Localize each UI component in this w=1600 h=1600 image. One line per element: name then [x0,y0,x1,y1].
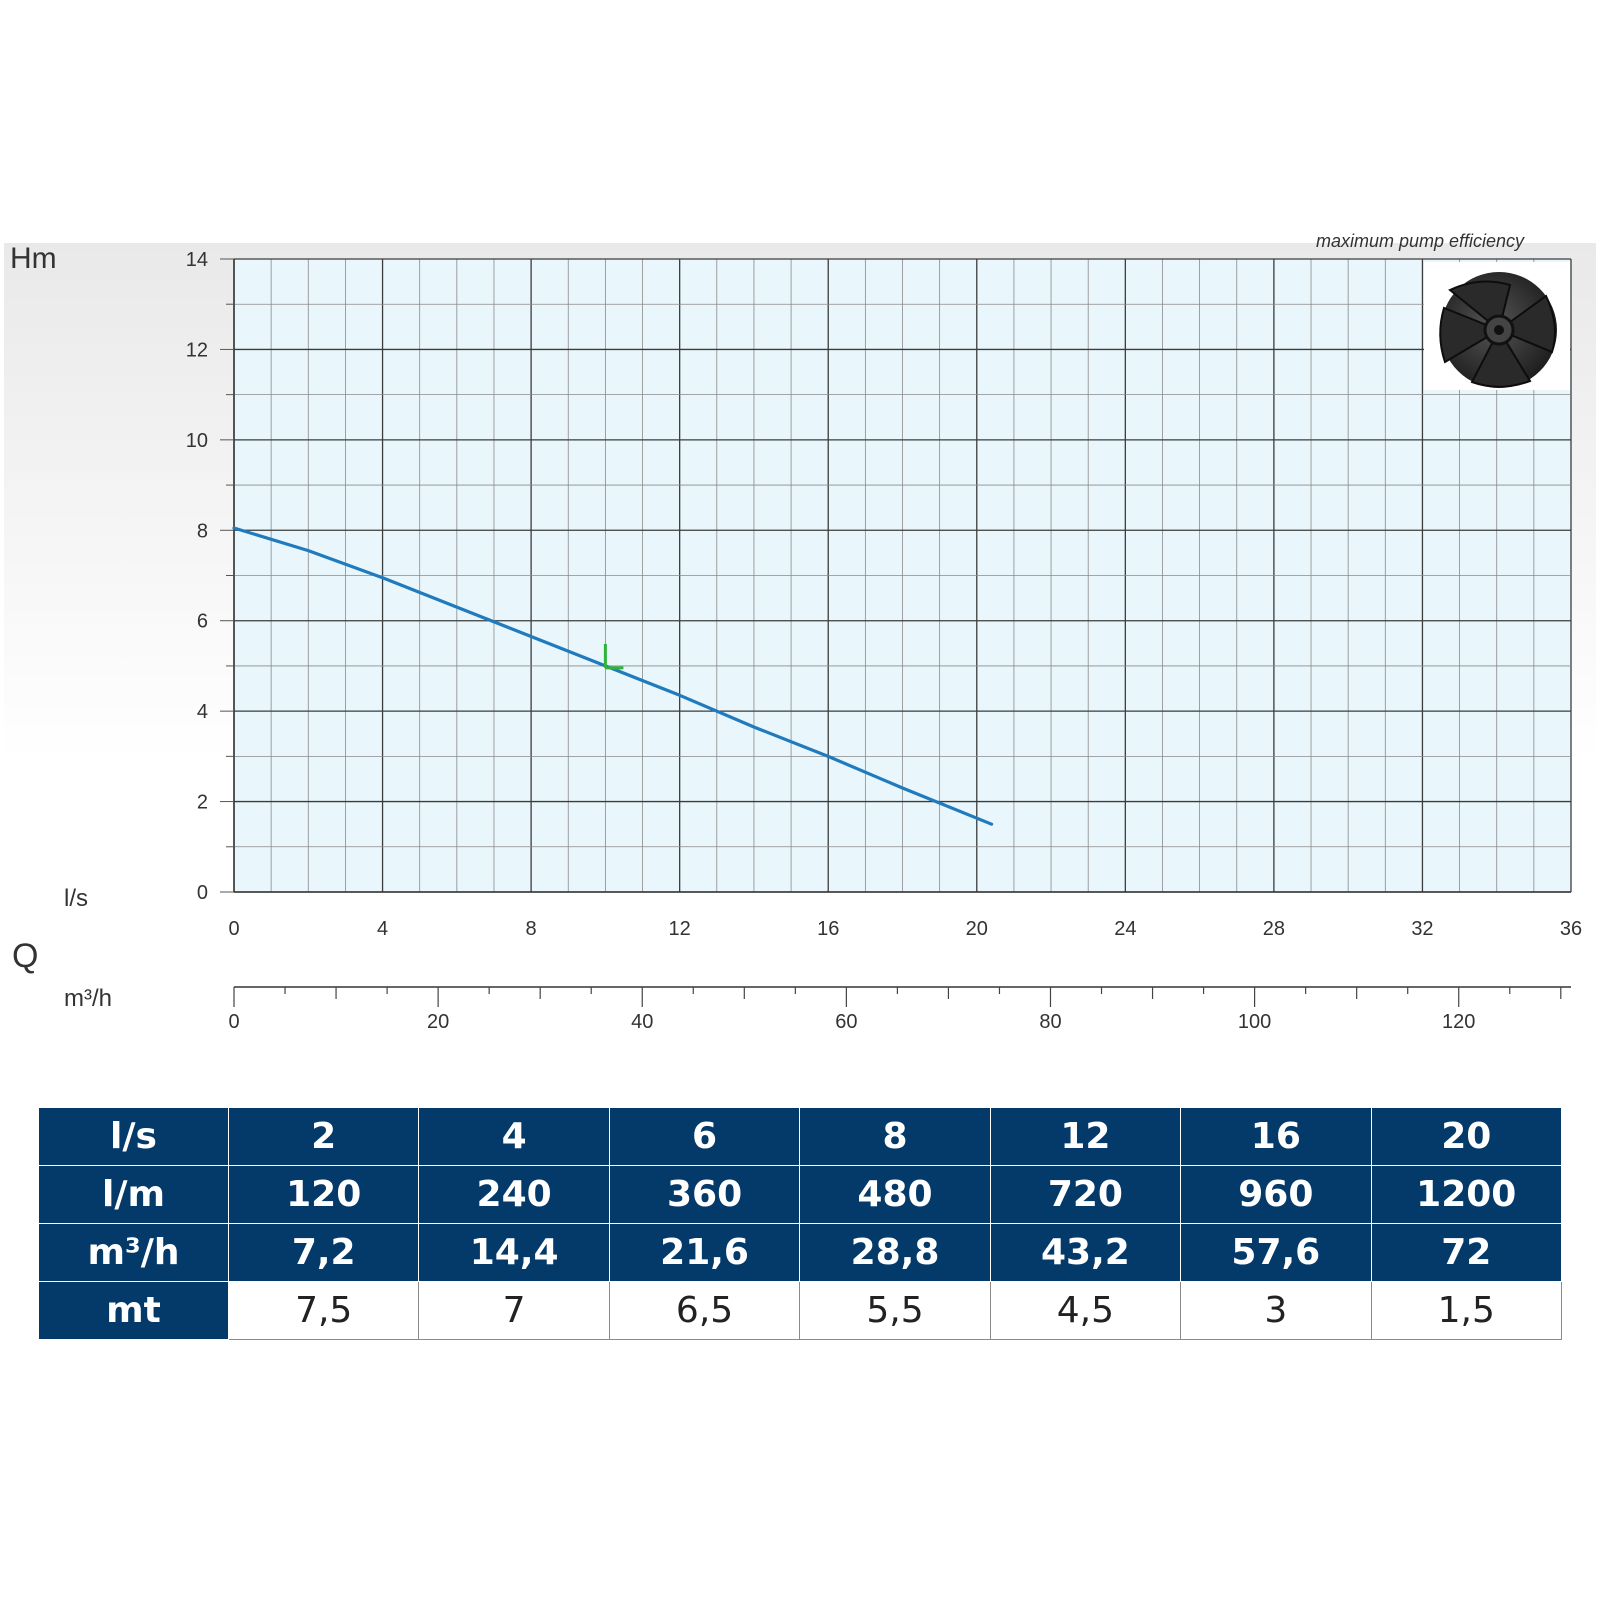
x-tick-label-m3h: 60 [835,1011,857,1033]
x-axis-symbol: Q [12,937,39,975]
x-tick-label-m3h: 0 [228,1011,239,1033]
best-efficiency-marker [603,643,624,670]
table-cell: 2 [227,1107,420,1166]
y-axis-label: Hm [10,242,57,275]
x-tick-label-m3h: 100 [1238,1011,1271,1033]
table-cell: 7 [418,1281,610,1340]
y-tick-label: 0 [197,882,208,904]
x-tick-label-ls: 28 [1263,918,1285,940]
x-tick-label-ls: 32 [1411,918,1433,940]
row-header: l/s [38,1107,229,1166]
table-cell: 480 [799,1165,991,1224]
table-cell: 72 [1370,1223,1563,1282]
x-tick-label-ls: 20 [966,918,988,940]
x-tick-label-ls: 24 [1114,918,1136,940]
row-header: m³/h [38,1223,229,1282]
row-header: l/m [38,1165,229,1224]
y-tick-label: 14 [186,249,208,271]
table-cell: 57,6 [1180,1223,1372,1282]
performance-table: l/s 2 4 6 8 12 16 20 l/m 120 240 360 480 720 960 1200 m³… [38,1107,1563,1340]
table-row: l/m 120 240 360 480 720 960 1200 [38,1165,1563,1224]
table-row: l/s 2 4 6 8 12 16 20 [38,1107,1563,1166]
x-tick-label-ls: 12 [669,918,691,940]
table-cell: 7,2 [227,1223,420,1282]
table-cell: 120 [227,1165,420,1224]
table-cell: 720 [989,1165,1182,1224]
table-cell: 14,4 [418,1223,610,1282]
table-cell: 6 [608,1107,801,1166]
series-layer [232,526,994,826]
table-cell: 240 [418,1165,610,1224]
y-tick-label: 10 [186,430,208,452]
table-cell: 960 [1180,1165,1372,1224]
x-tick-label-ls: 0 [228,918,239,940]
table-cell: 5,5 [799,1281,991,1340]
table-cell: 3 [1180,1281,1372,1340]
table-cell: 12 [989,1107,1182,1166]
x-tick-label-ls: 4 [377,918,388,940]
table-cell: 43,2 [989,1223,1182,1282]
table-cell: 20 [1370,1107,1563,1166]
y-tick-label: 4 [197,701,208,723]
table-row: m³/h 7,2 14,4 21,6 28,8 43,2 57,6 72 [38,1223,1563,1282]
x-tick-label-m3h: 40 [631,1011,653,1033]
impeller-icon [1424,262,1570,390]
x-tick-label-ls: 16 [817,918,839,940]
table-cell: 21,6 [608,1223,801,1282]
grid [233,258,1572,893]
y-tick-label: 6 [197,611,208,633]
table-cell: 4 [418,1107,610,1166]
table-cell: 360 [608,1165,801,1224]
x-tick-label-ls: 36 [1560,918,1582,940]
y-tick-label: 8 [197,520,208,542]
table-cell: 8 [799,1107,991,1166]
table-cell: 4,5 [989,1281,1182,1340]
table-cell: 7,5 [227,1281,420,1340]
table-cell: 28,8 [799,1223,991,1282]
x-unit-m3h: m³/h [64,985,112,1012]
x-unit-ls: l/s [64,885,88,912]
table-cell: 1,5 [1370,1281,1563,1340]
x-tick-label-m3h: 80 [1039,1011,1061,1033]
x-tick-label-m3h: 120 [1442,1011,1475,1033]
table-row: mt 7,5 7 6,5 5,5 4,5 3 1,5 [38,1281,1563,1340]
y-tick-label: 12 [186,339,208,361]
y-tick-label: 2 [197,792,208,814]
x-tick-label-m3h: 20 [427,1011,449,1033]
faded-caption: maximum pump efficiency [1316,231,1525,251]
table-cell: 16 [1180,1107,1372,1166]
table-cell: 1200 [1370,1165,1563,1224]
table-cell: 6,5 [608,1281,801,1340]
x-tick-label-ls: 8 [526,918,537,940]
row-header: mt [38,1281,229,1340]
